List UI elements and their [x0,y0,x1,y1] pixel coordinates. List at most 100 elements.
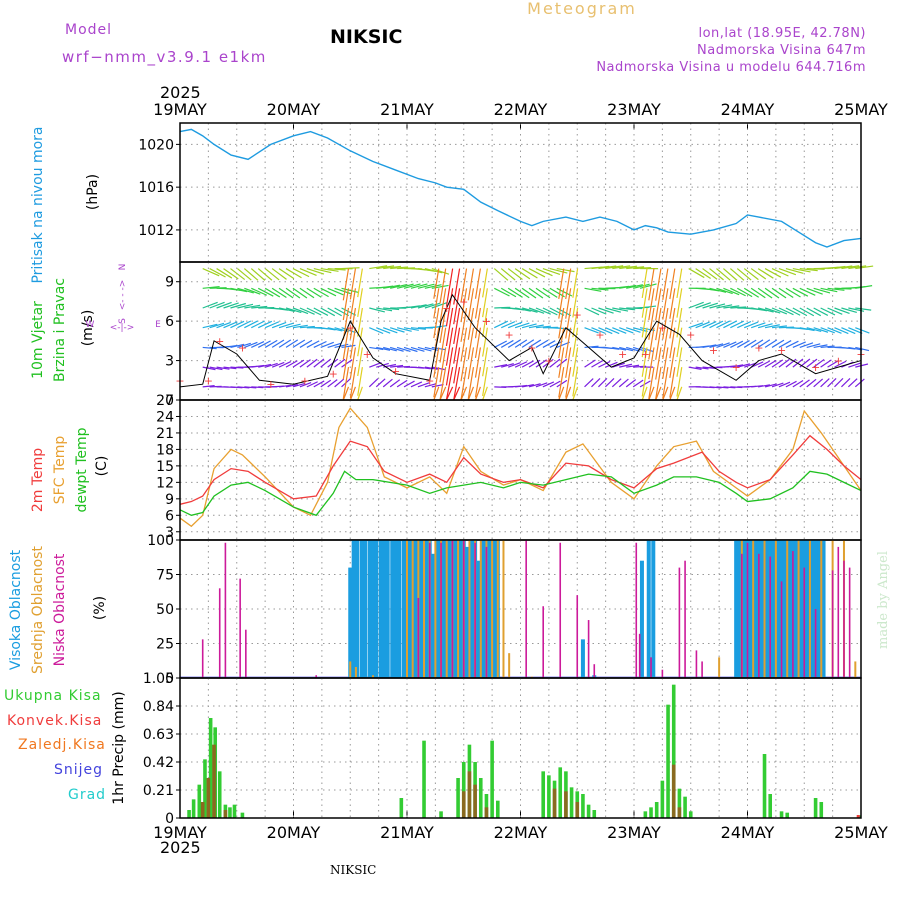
wind-arrow [814,308,828,315]
wind-arrow [855,328,869,333]
wind-arrow [737,321,751,327]
cloud-low-bar [440,543,442,678]
x-tick-label-bottom: 23MAY [607,823,661,842]
cloud-ylabel-2: Srednja Oblacnost [30,546,46,674]
cloud-mid-bar [718,657,720,678]
cloud-mid-bar [412,540,414,678]
cloud-mid-bar [446,540,448,678]
y-tick-label: 1012 [138,223,174,239]
wind-arrow [591,308,606,314]
y-tick-label: 18 [156,442,174,458]
wind-arrow [258,341,270,348]
wind-arrow [321,308,335,316]
wind-arrow [793,288,808,296]
x-tick-label-top: 25MAY [834,100,888,119]
panel-frame [180,678,861,818]
legend-zaledj: Zaledj.Kisa [18,737,106,753]
precip-total-bar [187,810,191,818]
compass-e: E [155,320,161,330]
wind-arrow [841,328,855,334]
cloud-low-bar [815,609,817,678]
wind-gust-marker: + [459,295,468,308]
wind-arrow [217,302,232,308]
pressure-line [180,129,861,247]
wind-arrow [446,328,452,366]
wind-arrow [501,322,515,328]
precip-total-bar [233,805,237,818]
cloud-low-bar [639,634,641,678]
wind-arrow [265,322,279,328]
x-tick-label-top: 20MAY [267,100,321,119]
cloud-low-bar [843,561,845,678]
wind-arrow [612,328,626,334]
wind-arrow [446,367,452,400]
cloud-low-bar [525,540,527,678]
wind-arrow [529,269,545,277]
precip-convective-bar [468,771,472,818]
x-tick-label-top: 23MAY [607,100,661,119]
lonlat-label: lon,lat (18.95E, 42.78N) [698,26,866,41]
cloud-high-bar [651,540,655,678]
wind-arrow [279,269,294,279]
wind-arrow [730,269,744,281]
cloud-mid-bar [406,540,408,678]
y-tick-label: 1016 [138,180,174,196]
wind-arrow [279,340,291,348]
cloud-high-bar [352,540,356,678]
precip-total-bar [496,801,500,818]
precip-legend: Ukupna Kisa Konvek.Kisa Zaledj.Kisa Snij… [4,688,106,803]
wind-arrow [321,288,336,296]
wind-arrow [605,378,614,386]
cloud-mid-bar [508,653,510,678]
cloud-mid-bar [480,540,482,678]
wind-gust-marker: + [527,341,536,354]
cloud-mid-bar [491,540,493,678]
precip-convective-bar [678,807,682,818]
wind-arrow [461,308,467,342]
wind-arrow [501,269,515,280]
precip-convective-bar [473,785,477,818]
wind-arrow [543,288,557,297]
cloud-high-bar [368,540,372,678]
precip-convective-bar [553,789,557,818]
cloud-low-bar [463,540,465,678]
cloud-low-bar [635,543,637,678]
year-bottom: 2025 [160,838,201,857]
compass-w: W [86,320,95,330]
precip-total-bar [819,802,823,818]
cloud-high-bar [581,639,585,678]
wind-arrow [800,308,814,316]
precip-total-bar [422,741,426,818]
wind-arrow [772,269,788,276]
wind-arrow [494,321,508,328]
cloud-low-bar [486,547,488,678]
cloud-unit: (%) [92,596,108,620]
wind-arrow [751,269,766,279]
x-tick-label-bottom: 24MAY [721,823,775,842]
cloud-low-bar [849,568,851,678]
wind-arrow [272,340,284,347]
y-tick-label: 25 [156,637,174,653]
wind-arrow [501,340,513,347]
x-tick-label-top: 24MAY [721,100,775,119]
wind-gust-marker: + [238,341,247,354]
wind-arrow [522,361,533,367]
cloud-low-bar [650,657,652,678]
wind-arrow [536,288,550,298]
wind-gust-marker: + [641,348,650,361]
wind-arrow [522,269,537,278]
wind-arrow [723,321,736,328]
y-tick-label: 15 [156,459,174,475]
y-tick-label: 6 [165,508,174,524]
y-tick-label: 3 [165,354,174,370]
temp-ylabel-2: SFC Temp [52,436,68,505]
wind-arrow [800,288,815,295]
wind-arrow [522,288,536,298]
wind-arrow [828,308,843,314]
precip-convective-bar [672,765,676,818]
cloud-low-bar [662,670,664,678]
wind-arrow [286,340,298,348]
panel-frame [180,400,861,540]
cloud-low-bar [452,540,454,678]
